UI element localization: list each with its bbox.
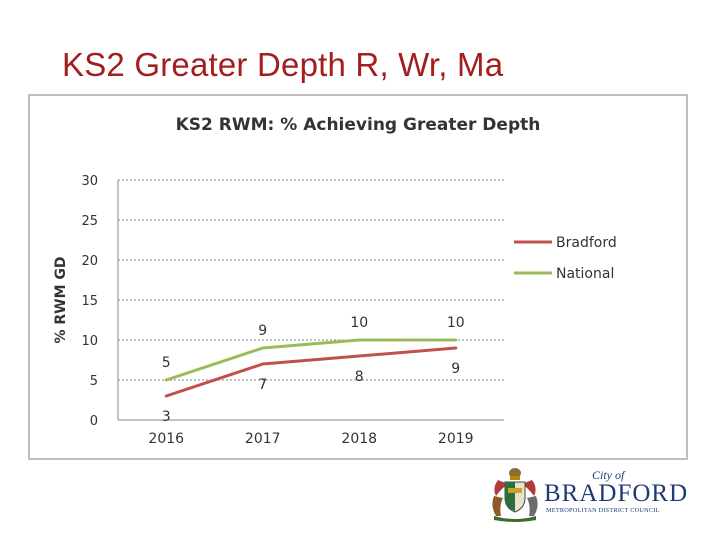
y-tick-label: 20	[81, 254, 98, 269]
slide-title: KS2 Greater Depth R, Wr, Ma	[62, 46, 504, 83]
y-tick-label: 30	[81, 174, 98, 189]
data-point	[454, 346, 458, 350]
data-label: 9	[451, 361, 460, 377]
x-tick-label: 2019	[438, 431, 474, 447]
data-point	[357, 338, 361, 342]
y-axis-label: % RWM GD	[53, 256, 69, 343]
legend-label: Bradford	[556, 235, 617, 251]
chart-frame: KS2 RWM: % Achieving Greater Depth % RWM …	[28, 94, 688, 460]
data-label: 7	[258, 377, 267, 393]
y-tick-label: 25	[81, 214, 98, 229]
data-label: 9	[258, 323, 267, 339]
data-point	[164, 394, 168, 398]
logo-council-name: METROPOLITAN DISTRICT COUNCIL	[546, 507, 660, 514]
legend-label: National	[556, 266, 614, 282]
data-label: 8	[355, 369, 364, 385]
data-point	[164, 378, 168, 382]
x-tick-label: 2017	[245, 431, 281, 447]
y-tick-label: 10	[81, 334, 98, 349]
data-label: 10	[447, 315, 465, 331]
data-label: 5	[162, 355, 171, 371]
y-tick-label: 0	[90, 414, 98, 429]
chart-title: KS2 RWM: % Achieving Greater Depth	[176, 115, 541, 135]
data-label: 10	[350, 315, 368, 331]
data-point	[454, 338, 458, 342]
x-tick-label: 2018	[341, 431, 377, 447]
coat-of-arms-icon	[492, 468, 538, 522]
logo-wordmark: BRADFORD	[544, 480, 689, 507]
bradford-council-logo: City of BRADFORD METROPOLITAN DISTRICT C…	[488, 466, 687, 522]
y-tick-label: 5	[90, 374, 98, 389]
x-tick-label: 2016	[148, 431, 184, 447]
line-chart: KS2 RWM: % Achieving Greater Depth % RWM …	[53, 115, 617, 447]
data-point	[261, 362, 265, 366]
data-point	[357, 354, 361, 358]
data-point	[261, 346, 265, 350]
data-label: 3	[162, 409, 171, 425]
logo-city-of: City of	[592, 468, 625, 482]
series-line-bradford	[165, 346, 456, 398]
series-line-national	[165, 338, 456, 382]
y-tick-label: 15	[81, 294, 98, 309]
